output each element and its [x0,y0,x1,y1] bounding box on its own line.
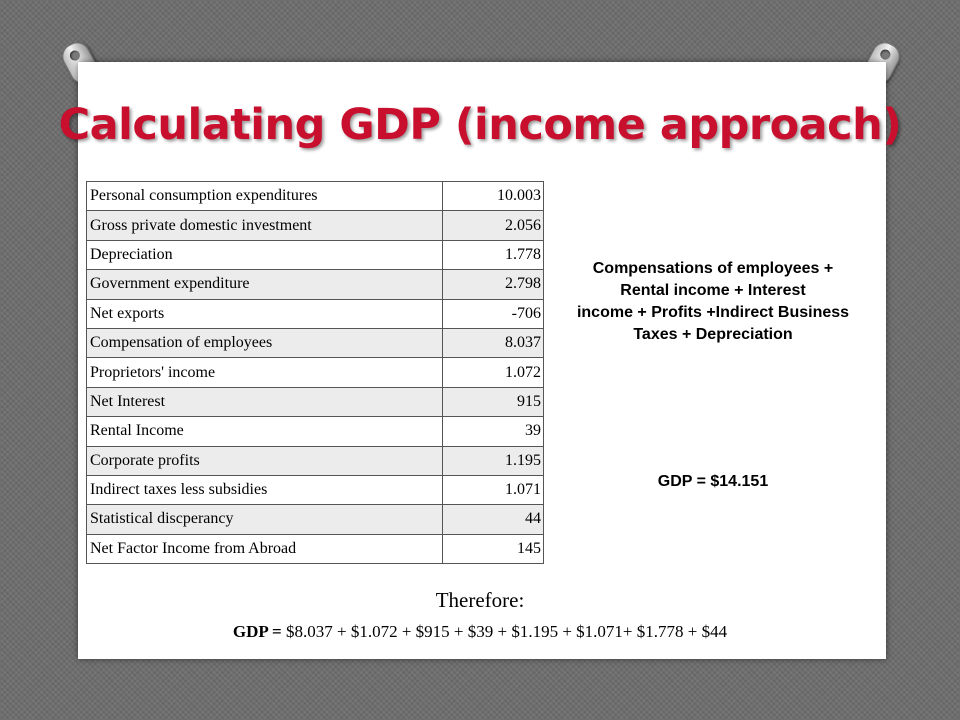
row-label: Net Factor Income from Abroad [86,533,443,565]
row-value: 1.195 [442,445,544,476]
formula-line: income + Profits +Indirect Business [576,304,850,321]
row-label: Net Interest [86,386,443,418]
row-value: 2.798 [442,269,544,300]
gdp-calculation: GDP = $8.037 + $1.072 + $915 + $39 + $1.… [0,622,960,642]
table-row: Net Factor Income from Abroad 145 [86,533,544,565]
table-row: Depreciation 1.778 [86,239,544,271]
row-value: -706 [442,298,544,329]
table-row: Net Interest 915 [86,386,544,418]
row-label: Corporate profits [86,445,443,476]
row-label: Compensation of employees [86,327,443,359]
row-label: Net exports [86,298,443,329]
table-row: Gross private domestic investment 2.056 [86,210,544,241]
row-value: 1.778 [442,239,544,271]
row-value: 915 [442,386,544,418]
row-value: 1.072 [442,357,544,388]
gdp-components-table: Personal consumption expenditures 10.003 G… [86,180,544,565]
row-value: 8.037 [442,327,544,359]
income-approach-formula: Compensations of employees + Rental inco… [540,258,886,346]
table-row: Indirect taxes less subsidies 1.071 [86,474,544,506]
therefore-label: Therefore: [435,588,525,612]
slide-title: Calculating GDP (income approach) [58,100,902,150]
table-row: Proprietors' income 1.072 [86,357,544,388]
row-label: Government expenditure [86,269,443,300]
formula-line: Rental income + Interest [620,282,806,299]
calc-expression: $8.037 + $1.072 + $915 + $39 + $1.195 + … [286,622,728,641]
table-row: Statistical discperancy 44 [86,504,544,535]
row-value: 10.003 [442,180,544,212]
row-value: 44 [442,504,544,535]
table-row: Personal consumption expenditures 10.003 [86,180,544,212]
row-label: Statistical discperancy [86,504,443,535]
row-label: Gross private domestic investment [86,210,443,241]
row-label: Indirect taxes less subsidies [86,474,443,506]
row-label: Rental Income [86,416,443,447]
table-row: Net exports -706 [86,298,544,329]
row-value: 1.071 [442,474,544,506]
table-row: Rental Income 39 [86,416,544,447]
row-value: 145 [442,533,544,565]
calc-prefix: GDP = [232,622,282,641]
table-row: Compensation of employees 8.037 [86,327,544,359]
row-value: 39 [442,416,544,447]
formula-line: Taxes + Depreciation [633,326,793,343]
table-row: Corporate profits 1.195 [86,445,544,476]
table-row: Government expenditure 2.798 [86,269,544,300]
formula-line: Compensations of employees + [592,260,834,277]
gdp-total: GDP = $14.151 [657,473,769,490]
row-label: Proprietors' income [86,357,443,388]
row-label: Personal consumption expenditures [86,180,443,212]
row-label: Depreciation [86,239,443,271]
row-value: 2.056 [442,210,544,241]
